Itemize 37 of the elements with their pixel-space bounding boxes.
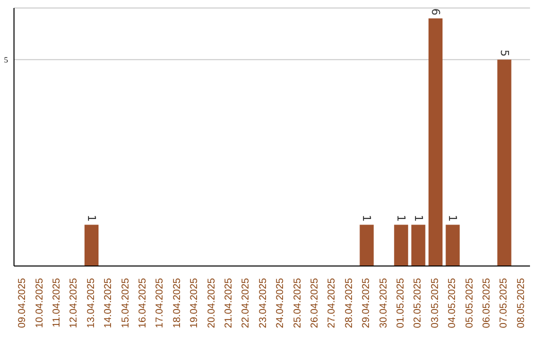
- x-tick-label: 13.04.2025: [86, 278, 97, 328]
- x-tick-label: 18.04.2025: [172, 278, 183, 328]
- x-tick-label: 02.05.2025: [412, 278, 424, 328]
- data-label: 1: [394, 214, 408, 222]
- x-tick-label: 12.04.2025: [68, 278, 80, 328]
- x-tick-label: 16.04.2025: [138, 278, 148, 328]
- x-tick-label: 14.04.2025: [103, 278, 114, 328]
- data-label: 1: [446, 214, 460, 222]
- x-tick-label: 28.04.2025: [344, 278, 355, 328]
- x-tick-label: 04.05.2025: [447, 278, 458, 328]
- data-label: 1: [360, 214, 374, 222]
- x-tick-label: 19.04.2025: [189, 278, 200, 328]
- x-tick-label: 24.04.2025: [275, 278, 286, 328]
- x-tick-label: 06.05.2025: [482, 278, 492, 328]
- x-tick-label: 17.04.2025: [154, 278, 166, 328]
- x-tick-label: 26.04.2025: [310, 278, 320, 328]
- data-label: 6: [429, 8, 442, 16]
- x-tick-label: 25.04.2025: [292, 278, 304, 328]
- x-tick-label: 15.04.2025: [120, 278, 132, 328]
- data-label: 5: [498, 50, 511, 57]
- x-tick-label: 29.04.2025: [361, 278, 372, 328]
- x-tick-label: 10.04.2025: [34, 278, 46, 328]
- x-tick-label: 27.04.2025: [326, 278, 338, 328]
- x-tick-label: 08.05.2025: [516, 278, 527, 328]
- x-tick-label: 30.04.2025: [378, 278, 390, 328]
- x-tick-label: 20.04.2025: [206, 278, 218, 328]
- x-tick-label: 07.05.2025: [498, 278, 510, 328]
- x-tick-label: 11.04.2025: [52, 278, 62, 328]
- x-tick-label: 23.04.2025: [258, 278, 269, 328]
- data-label: 1: [412, 214, 425, 222]
- x-tick-label: 05.05.2025: [464, 278, 476, 328]
- x-tick-label: 22.04.2025: [240, 278, 252, 328]
- data-label: 1: [85, 214, 98, 222]
- x-tick-label: 21.04.2025: [224, 278, 234, 328]
- x-tick-label: 09.04.2025: [17, 278, 28, 328]
- x-tick-label: 01.05.2025: [396, 278, 406, 328]
- x-tick-label: 03.05.2025: [430, 278, 441, 328]
